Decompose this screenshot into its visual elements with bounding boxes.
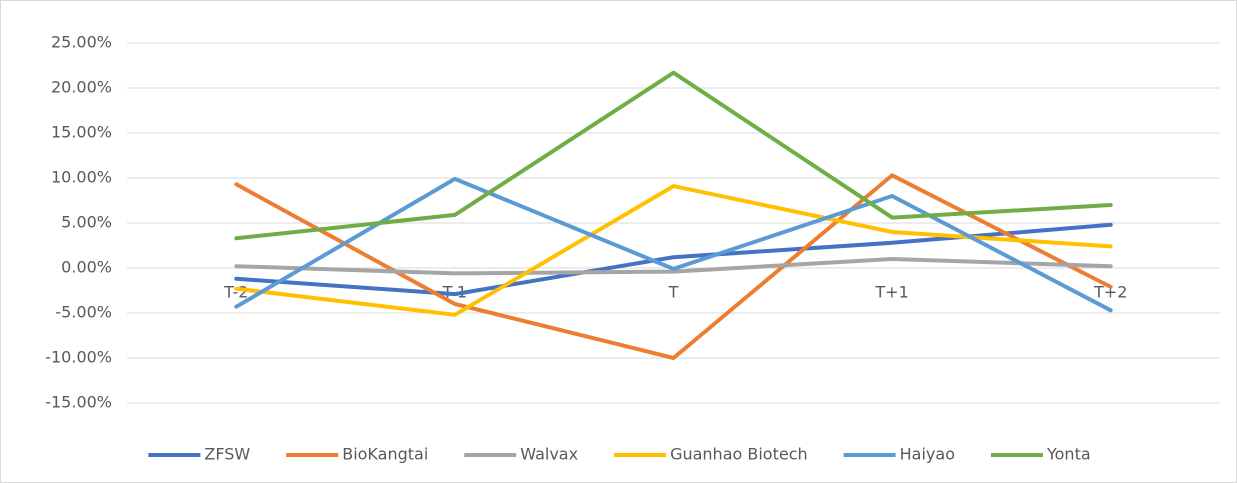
series-line [234, 70, 1113, 241]
x-tick-label: T [668, 283, 679, 302]
legend-label: Haiyao [900, 445, 955, 464]
legend-label: Yonta [1046, 445, 1091, 464]
series-line [234, 257, 1113, 276]
y-tick-label: 10.00% [51, 168, 112, 187]
x-tick-label: T-2 [223, 283, 248, 302]
y-tick-label: -5.00% [55, 303, 112, 322]
y-tick-label: 20.00% [51, 78, 112, 97]
y-tick-label: 25.00% [51, 33, 112, 52]
legend-label: Guanhao Biotech [670, 445, 808, 464]
y-tick-label: -10.00% [45, 348, 112, 367]
x-tick-label: T-1 [442, 283, 467, 302]
x-tick-label: T+1 [874, 283, 908, 302]
x-tick-label: T+2 [1093, 283, 1127, 302]
y-tick-label: 15.00% [51, 123, 112, 142]
y-tick-label: -15.00% [45, 393, 112, 412]
y-tick-label: 5.00% [61, 213, 112, 232]
y-tick-label: 0.00% [61, 258, 112, 277]
legend-label: BioKangtai [342, 445, 428, 464]
series-line [234, 184, 1113, 317]
legend-label: ZFSW [204, 445, 250, 464]
legend-label: Walvax [520, 445, 578, 464]
